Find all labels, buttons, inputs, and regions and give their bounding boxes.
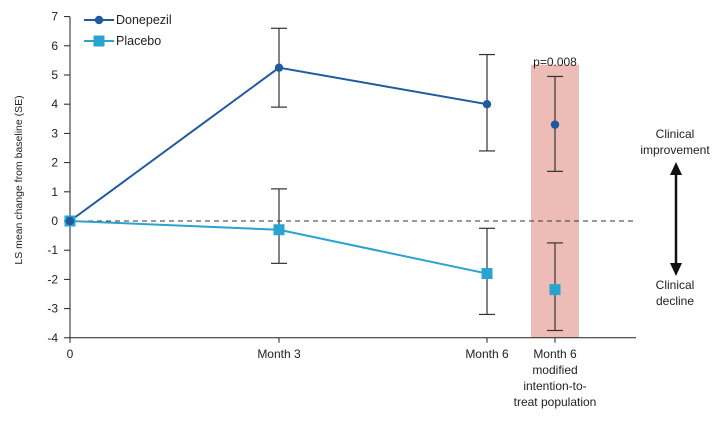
- y-tick-label: 4: [51, 97, 58, 111]
- x-tick-label-mitt: Month 6: [533, 347, 577, 361]
- legend-marker: [94, 15, 104, 25]
- legend-label: Donepezil: [116, 13, 172, 27]
- y-tick-label: 6: [51, 39, 58, 53]
- x-tick-label: 0: [67, 347, 74, 361]
- legend-label: Placebo: [116, 34, 161, 48]
- data-point: [482, 100, 492, 109]
- series-donepezil: [65, 27, 563, 226]
- series-placebo: [64, 188, 563, 332]
- data-point: [550, 120, 560, 129]
- data-point: [273, 224, 285, 236]
- legend: Donepezil Placebo: [84, 13, 172, 48]
- y-axis-label: LS mean change from baseline (SE): [13, 95, 25, 264]
- p-value-label: p=0.008: [533, 55, 577, 69]
- y-tick-label: 5: [51, 68, 58, 82]
- improvement-label: Clinical: [656, 127, 695, 141]
- y-tick-label: 0: [51, 214, 58, 228]
- x-tick-label-mitt: treat population: [514, 395, 597, 409]
- data-point: [549, 284, 561, 296]
- series-group: [64, 27, 563, 332]
- y-tick-label: -1: [47, 243, 58, 257]
- x-ticks: 0 Month 3 Month 6 Month 6 modified intention-…: [67, 337, 597, 409]
- arrow-down-head: [670, 263, 682, 276]
- y-tick-label: 3: [51, 126, 58, 140]
- x-tick-label-mitt: intention-to-: [523, 379, 586, 393]
- y-tick-label: -3: [47, 302, 58, 316]
- y-ticks: -4 -3 -2 -1 0 1 2 3 4 5 6 7: [47, 10, 70, 345]
- y-tick-label: 1: [51, 185, 58, 199]
- decline-label: Clinical: [656, 278, 695, 292]
- y-tick-label: -2: [47, 272, 58, 286]
- improvement-label: improvement: [640, 143, 710, 157]
- clinical-annotation: Clinical improvement Clinical decline: [640, 127, 710, 308]
- x-tick-label-mitt: modified: [532, 363, 577, 377]
- decline-label: decline: [656, 294, 694, 308]
- y-tick-label: -4: [47, 331, 58, 345]
- y-tick-label: 7: [51, 10, 58, 24]
- y-tick-label: 2: [51, 156, 58, 170]
- data-point: [481, 268, 493, 280]
- data-point: [274, 63, 284, 72]
- arrow-up-head: [670, 162, 682, 175]
- legend-marker: [93, 35, 105, 47]
- x-tick-label: Month 3: [257, 347, 301, 361]
- origin-point: [65, 216, 75, 226]
- x-tick-label: Month 6: [465, 347, 509, 361]
